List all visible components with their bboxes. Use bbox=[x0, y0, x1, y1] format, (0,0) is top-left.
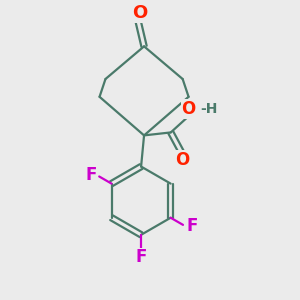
Text: O: O bbox=[132, 4, 147, 22]
Text: F: F bbox=[85, 166, 97, 184]
Text: O: O bbox=[176, 151, 190, 169]
Text: F: F bbox=[135, 248, 147, 266]
Text: -H: -H bbox=[200, 102, 218, 116]
Text: F: F bbox=[187, 217, 198, 235]
Text: O: O bbox=[182, 100, 196, 118]
